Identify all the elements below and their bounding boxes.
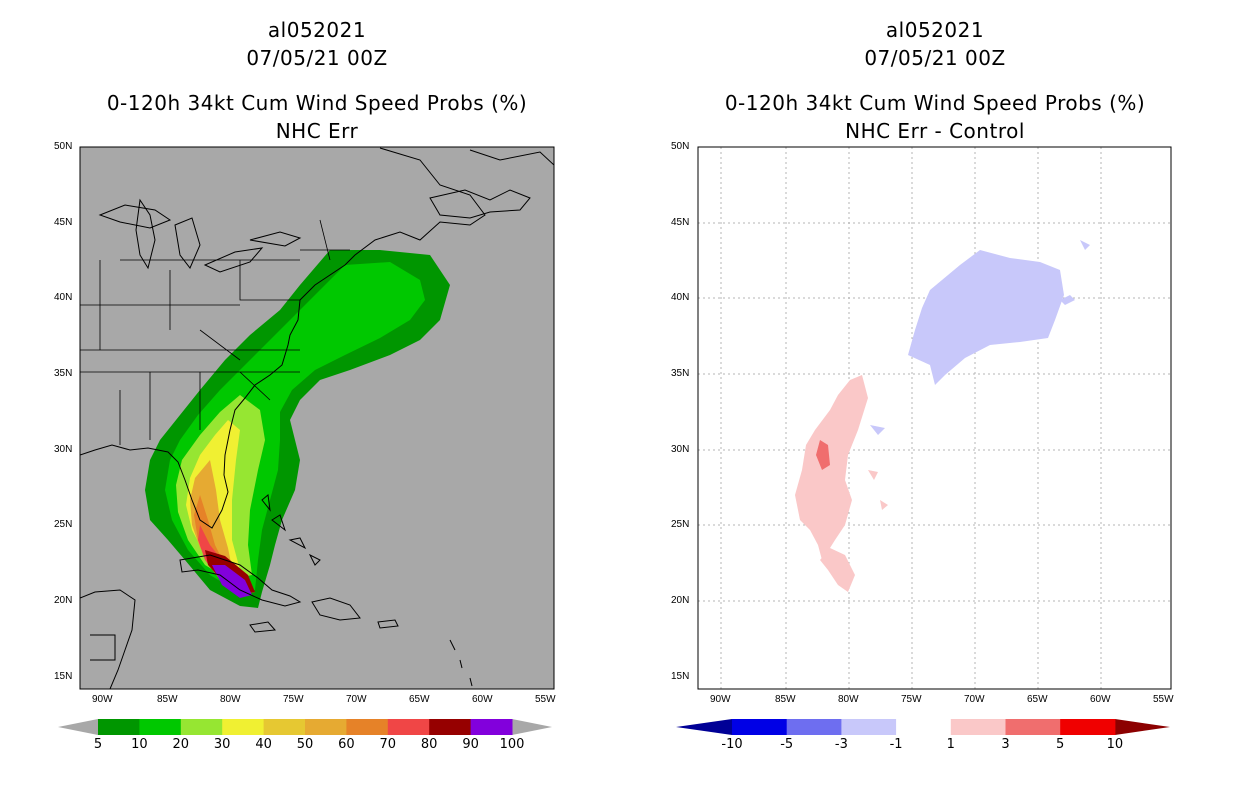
left-colorbar-label: 80 <box>420 737 438 752</box>
right-map <box>697 146 1172 690</box>
right-colorbar-cell <box>896 719 952 735</box>
right-colorbar-label: -10 <box>721 737 743 752</box>
left-subtitle: NHC Err <box>275 119 359 143</box>
right-colorbar-cell <box>1060 719 1116 735</box>
tick-label: 90W <box>710 694 731 705</box>
right-colorbar-label: 5 <box>1056 737 1065 752</box>
left-datetime: 07/05/21 00Z <box>246 46 388 70</box>
left-colorbar-high-arrow <box>512 719 552 735</box>
left-colorbar-label: 50 <box>296 737 314 752</box>
right-datetime: 07/05/21 00Z <box>864 46 1006 70</box>
left-map-frame <box>79 146 555 690</box>
left-colorbar-cell <box>222 719 265 735</box>
tick-label: 55W <box>1153 694 1174 705</box>
tick-label: 60W <box>472 694 493 705</box>
left-colorbar-cell <box>305 719 347 735</box>
tick-label: 70W <box>346 694 367 705</box>
right-subtitle: NHC Err - Control <box>845 119 1025 143</box>
tick-label: 20N <box>671 595 690 606</box>
tick-label: 70W <box>964 694 985 705</box>
tick-label: 45N <box>54 217 73 228</box>
right-colorbar-cell <box>786 719 842 735</box>
right-title: 0-120h 34kt Cum Wind Speed Probs (%) <box>724 91 1146 115</box>
tick-label: 20N <box>54 595 73 606</box>
tick-label: 50N <box>671 141 690 152</box>
tick-label: 35N <box>54 368 73 379</box>
left-colorbar-cell <box>98 719 140 735</box>
left-colorbar-cell <box>429 719 472 735</box>
tick-label: 25N <box>54 519 73 530</box>
right-difference-shading <box>795 240 1090 592</box>
right-colorbar-label: -1 <box>889 737 903 752</box>
tick-label: 30N <box>54 444 73 455</box>
right-colorbar-cell <box>950 719 1006 735</box>
right-storm-id: al052021 <box>885 18 985 42</box>
tick-label: 55W <box>535 694 556 705</box>
left-colorbar-label: 70 <box>379 737 397 752</box>
right-colorbar <box>676 719 1170 735</box>
tick-label: 85W <box>157 694 178 705</box>
tick-label: 65W <box>1027 694 1048 705</box>
left-colorbar <box>58 719 552 735</box>
tick-label: 80W <box>220 694 241 705</box>
tick-label: 30N <box>671 444 690 455</box>
left-title: 0-120h 34kt Cum Wind Speed Probs (%) <box>106 91 528 115</box>
left-colorbar-label: 30 <box>213 737 231 752</box>
tick-label: 75W <box>283 694 304 705</box>
right-map-frame <box>697 146 1172 690</box>
left-colorbar-cell <box>139 719 182 735</box>
tick-label: 40N <box>54 292 73 303</box>
tick-label: 75W <box>901 694 922 705</box>
left-colorbar-label: 90 <box>462 737 479 752</box>
left-map-background <box>80 147 554 689</box>
left-colorbar-label: 100 <box>499 737 525 752</box>
tick-label: 60W <box>1090 694 1111 705</box>
left-colorbar-low-arrow <box>58 719 98 735</box>
left-probability-shading <box>145 250 450 608</box>
left-colorbar-label: 60 <box>338 737 355 752</box>
left-colorbar-label: 10 <box>131 737 148 752</box>
tick-label: 25N <box>671 519 690 530</box>
left-colorbar-label: 40 <box>255 737 272 752</box>
right-colorbar-label: 3 <box>1001 737 1010 752</box>
right-colorbar-label: 10 <box>1106 737 1124 752</box>
right-colorbar-cell <box>1005 719 1061 735</box>
tick-label: 40N <box>671 292 690 303</box>
tick-label: 15N <box>54 671 73 682</box>
right-colorbar-label: 1 <box>946 737 955 752</box>
tick-label: 80W <box>838 694 859 705</box>
left-colorbar-cell <box>346 719 389 735</box>
tick-label: 90W <box>92 694 113 705</box>
tick-label: 35N <box>671 368 690 379</box>
tick-label: 65W <box>409 694 430 705</box>
tick-label: 45N <box>671 217 690 228</box>
right-colorbar-cell <box>732 719 788 735</box>
left-colorbar-cell <box>387 719 430 735</box>
tick-label: 15N <box>671 671 690 682</box>
left-colorbar-cell <box>470 719 513 735</box>
right-colorbar-cell <box>841 719 897 735</box>
left-map <box>79 146 555 690</box>
left-colorbar-label: 5 <box>93 737 103 752</box>
right-map-background <box>698 147 1171 689</box>
left-colorbar-cell <box>180 719 223 735</box>
left-colorbar-cell <box>263 719 306 735</box>
tick-label: 85W <box>775 694 796 705</box>
right-colorbar-high-arrow <box>1115 719 1170 735</box>
left-storm-id: al052021 <box>267 18 367 42</box>
right-colorbar-low-arrow <box>676 719 732 735</box>
right-colorbar-label: -5 <box>780 737 794 752</box>
right-colorbar-label: -3 <box>834 737 848 752</box>
left-colorbar-label: 20 <box>172 737 190 752</box>
tick-label: 50N <box>54 141 73 152</box>
